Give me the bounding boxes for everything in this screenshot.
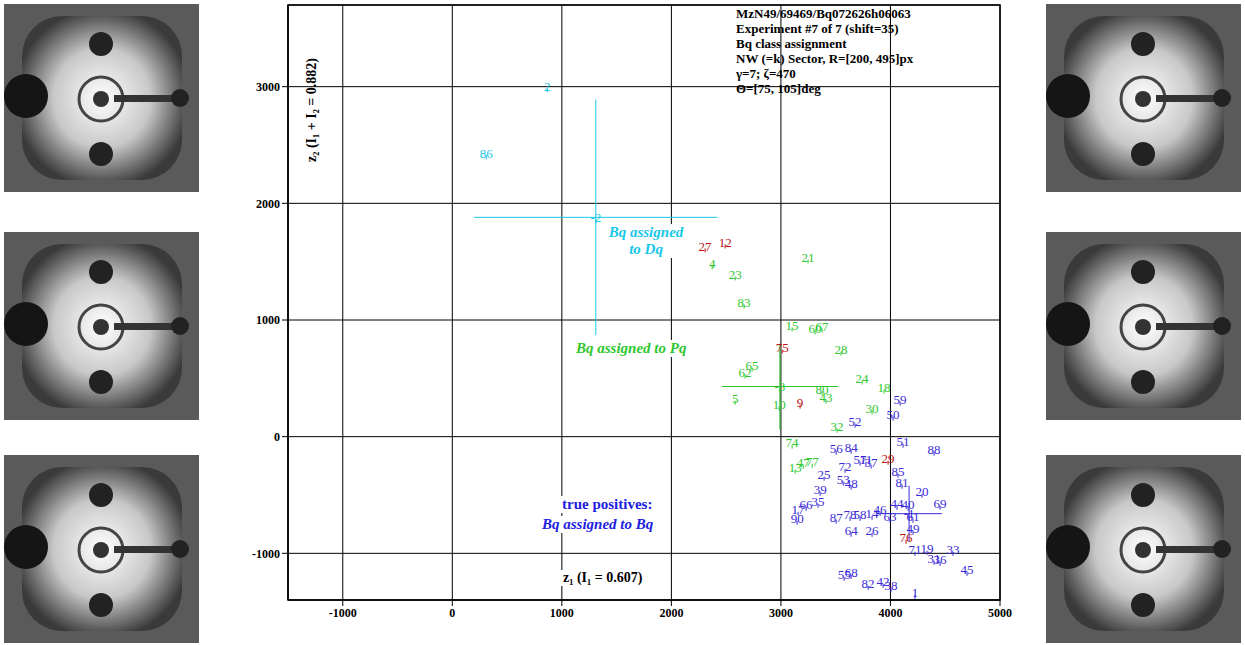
svg-text:2000: 2000 [659, 606, 683, 620]
svg-text:23: 23 [729, 267, 742, 282]
svg-text:9: 9 [797, 395, 804, 410]
svg-text:69: 69 [934, 496, 947, 511]
svg-text:30: 30 [866, 401, 879, 416]
svg-text:21: 21 [802, 250, 815, 265]
svg-text:56: 56 [830, 441, 844, 456]
svg-text:28: 28 [835, 342, 848, 357]
svg-text:83: 83 [738, 295, 751, 310]
svg-text:48: 48 [845, 476, 858, 491]
svg-text:86: 86 [480, 146, 494, 161]
svg-text:5000: 5000 [988, 606, 1012, 620]
svg-text:3000: 3000 [256, 80, 280, 94]
svg-text:0: 0 [274, 430, 280, 444]
svg-text:24: 24 [856, 371, 870, 386]
svg-text:88: 88 [928, 442, 941, 457]
svg-text:63: 63 [884, 509, 897, 524]
svg-text:59: 59 [894, 392, 907, 407]
svg-text:27: 27 [699, 239, 713, 254]
svg-text:1: 1 [912, 585, 919, 600]
svg-text:64: 64 [845, 523, 859, 538]
svg-text:62: 62 [739, 365, 752, 380]
svg-text:35: 35 [812, 494, 825, 509]
svg-text:25: 25 [818, 467, 831, 482]
svg-text:26: 26 [866, 523, 880, 538]
svg-text:36: 36 [934, 552, 948, 567]
svg-text:1000: 1000 [256, 313, 280, 327]
svg-text:0: 0 [449, 606, 455, 620]
svg-text:67: 67 [816, 319, 830, 334]
svg-text:49: 49 [907, 521, 920, 536]
svg-text:51: 51 [897, 434, 910, 449]
svg-text:5: 5 [732, 391, 739, 406]
svg-text:2000: 2000 [256, 197, 280, 211]
svg-text:50: 50 [887, 407, 900, 422]
svg-text:87: 87 [830, 510, 844, 525]
svg-text:-2: -2 [590, 210, 601, 225]
svg-text:45: 45 [961, 562, 974, 577]
svg-text:82: 82 [862, 576, 875, 591]
svg-text:90: 90 [791, 511, 804, 526]
svg-text:33: 33 [947, 542, 960, 557]
svg-text:81: 81 [896, 475, 909, 490]
svg-text:1000: 1000 [550, 606, 574, 620]
svg-text:12: 12 [719, 235, 732, 250]
svg-text:11: 11 [860, 452, 873, 467]
svg-text:4: 4 [709, 256, 716, 271]
svg-text:4000: 4000 [878, 606, 902, 620]
svg-text:-1000: -1000 [252, 547, 280, 561]
svg-text:15: 15 [786, 318, 799, 333]
svg-text:-1000: -1000 [329, 606, 357, 620]
svg-text:3000: 3000 [769, 606, 793, 620]
svg-text:52: 52 [849, 414, 862, 429]
svg-text:-3: -3 [774, 379, 785, 394]
svg-text:74: 74 [786, 435, 800, 450]
svg-text:75: 75 [776, 340, 789, 355]
svg-text:20: 20 [916, 484, 929, 499]
svg-text:10: 10 [773, 397, 786, 412]
svg-text:32: 32 [831, 419, 844, 434]
svg-text:43: 43 [820, 390, 833, 405]
svg-text:38: 38 [885, 578, 898, 593]
svg-text:71: 71 [908, 542, 921, 557]
svg-text:55: 55 [838, 567, 851, 582]
svg-text:18: 18 [878, 380, 891, 395]
svg-text:2: 2 [544, 79, 551, 94]
